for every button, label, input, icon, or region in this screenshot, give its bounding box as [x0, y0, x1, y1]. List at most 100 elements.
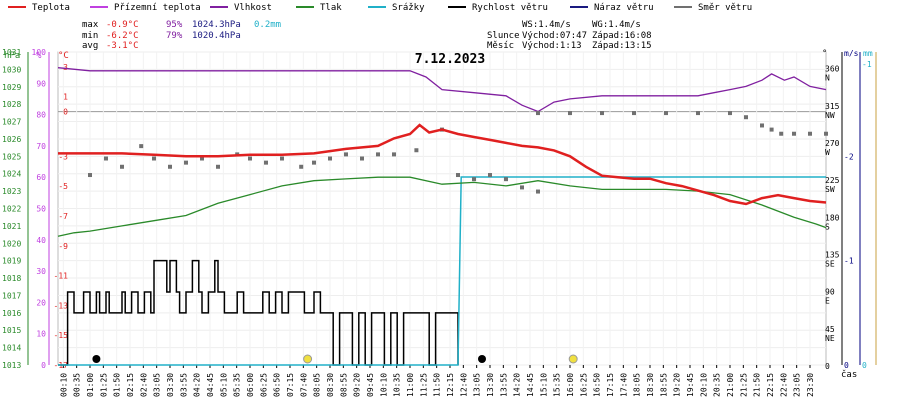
- series-humidity: [57, 67, 827, 113]
- hpa-tick-7: 1024: [2, 170, 21, 179]
- legend-label-0: Teplota: [32, 3, 70, 13]
- dir-label-7: NE: [825, 334, 835, 343]
- legend-label-2: Vlhkost: [234, 3, 272, 13]
- dir-scatter-6: [184, 160, 188, 165]
- dir-point-4: [664, 111, 668, 116]
- celsius-tick-6: -9: [58, 242, 68, 251]
- dir-scatter-16: [344, 152, 348, 157]
- dir-scatter-12: [280, 156, 284, 161]
- hpa-tick-2: 1029: [2, 83, 21, 92]
- pct-tick-7: 30: [36, 267, 46, 276]
- series: [57, 67, 828, 366]
- rain-tick-0: -1: [862, 60, 872, 69]
- xtick-label-41: 17:15: [606, 373, 615, 397]
- dir-scatter-20: [414, 148, 419, 153]
- dir-unit: °: [822, 49, 827, 59]
- dir-scatter-7: [200, 156, 204, 161]
- xtick-label-38: 16:00: [566, 373, 575, 397]
- dir-tick-1: 315: [825, 102, 840, 111]
- xtick-label-5: 02:15: [126, 373, 135, 397]
- dir-scatter-24: [488, 173, 492, 178]
- dir-point-10: [779, 131, 784, 136]
- xtick-label-31: 13:05: [473, 373, 482, 397]
- hpa-tick-5: 1026: [2, 135, 21, 144]
- dir-tick-0: 360: [825, 65, 840, 74]
- xtick-label-35: 14:45: [526, 373, 535, 397]
- xtick-label-33: 13:55: [499, 373, 508, 397]
- xtick-label-46: 19:20: [673, 373, 682, 397]
- dir-scatter-15: [328, 156, 332, 161]
- xtick-label-47: 19:45: [686, 373, 695, 397]
- pct-tick-5: 50: [36, 205, 46, 214]
- dir-label-6: E: [825, 297, 830, 306]
- xtick-label-43: 18:05: [633, 373, 642, 397]
- dir-tick-5: 135: [825, 250, 840, 259]
- legend: Teplota Přízemní teplota Vlhkost Tlak Srážky…: [0, 0, 900, 13]
- celsius-tick-4: -5: [58, 182, 68, 191]
- pct-tick-10: 0: [41, 361, 46, 370]
- xtick-label-19: 08:05: [313, 373, 322, 397]
- dir-point-7: [744, 115, 748, 120]
- stat-max-rain: 0.2mm: [254, 20, 281, 30]
- dir-tick-4: 180: [825, 213, 840, 222]
- hpa-tick-1: 1030: [2, 65, 21, 74]
- xtick-label-14: 06:00: [246, 373, 255, 397]
- dir-scatter-2: [120, 164, 124, 169]
- info-ws: WS:1.4m/s: [522, 20, 571, 30]
- xtick-label-54: 22:40: [779, 373, 788, 397]
- xtick-label-0: 00:10: [59, 373, 68, 397]
- pct-tick-4: 60: [36, 173, 46, 182]
- xtick-label-45: 18:55: [659, 373, 668, 397]
- xtick-label-40: 16:50: [593, 373, 602, 397]
- xtick-label-22: 09:20: [353, 373, 362, 397]
- dir-label-4: S: [825, 222, 830, 231]
- pct-tick-6: 40: [36, 236, 46, 245]
- dir-scatter-10: [248, 156, 252, 161]
- x-axis-label: čas: [841, 369, 857, 380]
- hpa-tick-10: 1021: [2, 222, 21, 231]
- dir-point-11: [792, 131, 796, 136]
- dir-scatter-23: [472, 177, 476, 182]
- xtick-label-9: 03:55: [179, 373, 188, 397]
- xtick-label-4: 01:50: [113, 373, 122, 397]
- legend-label-3: Tlak: [320, 3, 342, 13]
- sun-set-marker: [568, 354, 578, 364]
- hpa-tick-11: 1020: [2, 239, 21, 248]
- series-rain: [58, 176, 826, 366]
- xtick-label-42: 17:40: [619, 373, 628, 397]
- xtick-label-8: 03:30: [166, 373, 175, 397]
- dir-scatter-25: [504, 177, 508, 182]
- info-wg: WG:1.4m/s: [592, 20, 641, 30]
- pct-tick-8: 20: [36, 298, 46, 307]
- series-pressure: [57, 176, 827, 237]
- hpa-tick-17: 1014: [2, 344, 21, 353]
- dir-scatter-4: [152, 156, 156, 161]
- xtick-label-26: 11:00: [406, 373, 415, 397]
- xtick-label-36: 15:10: [539, 373, 548, 397]
- moon-rise-marker: [92, 355, 101, 363]
- pct-tick-0: 100: [32, 48, 47, 57]
- xtick-label-13: 05:35: [233, 373, 242, 397]
- xtick-label-49: 20:35: [713, 373, 722, 397]
- xtick-label-48: 20:10: [699, 373, 708, 397]
- chart-title: 7.12.2023: [415, 52, 485, 67]
- info-moon: Měsíc: [487, 41, 514, 51]
- dir-scatter-14: [312, 160, 316, 165]
- stat-avg-temp: -3.1°C: [106, 41, 139, 51]
- xtick-label-29: 12:15: [446, 373, 455, 397]
- xtick-label-44: 18:30: [646, 373, 655, 397]
- xtick-label-32: 13:30: [486, 373, 495, 397]
- xtick-label-52: 21:50: [753, 373, 762, 397]
- dir-point-5: [696, 111, 700, 116]
- celsius-tick-7: -11: [54, 272, 69, 281]
- dir-point-0: [536, 111, 540, 116]
- stat-max-temp: -0.9°C: [106, 20, 139, 30]
- series-wind-speed: [58, 259, 459, 366]
- stat-min-press: 1020.4hPa: [192, 31, 241, 41]
- celsius-unit: °C: [58, 51, 69, 61]
- hpa-tick-12: 1019: [2, 257, 21, 266]
- rain-tick-1: 0: [862, 361, 867, 370]
- xtick-label-34: 14:20: [513, 373, 522, 397]
- hpa-tick-16: 1015: [2, 326, 21, 335]
- legend-label-7: Směr větru: [698, 3, 752, 13]
